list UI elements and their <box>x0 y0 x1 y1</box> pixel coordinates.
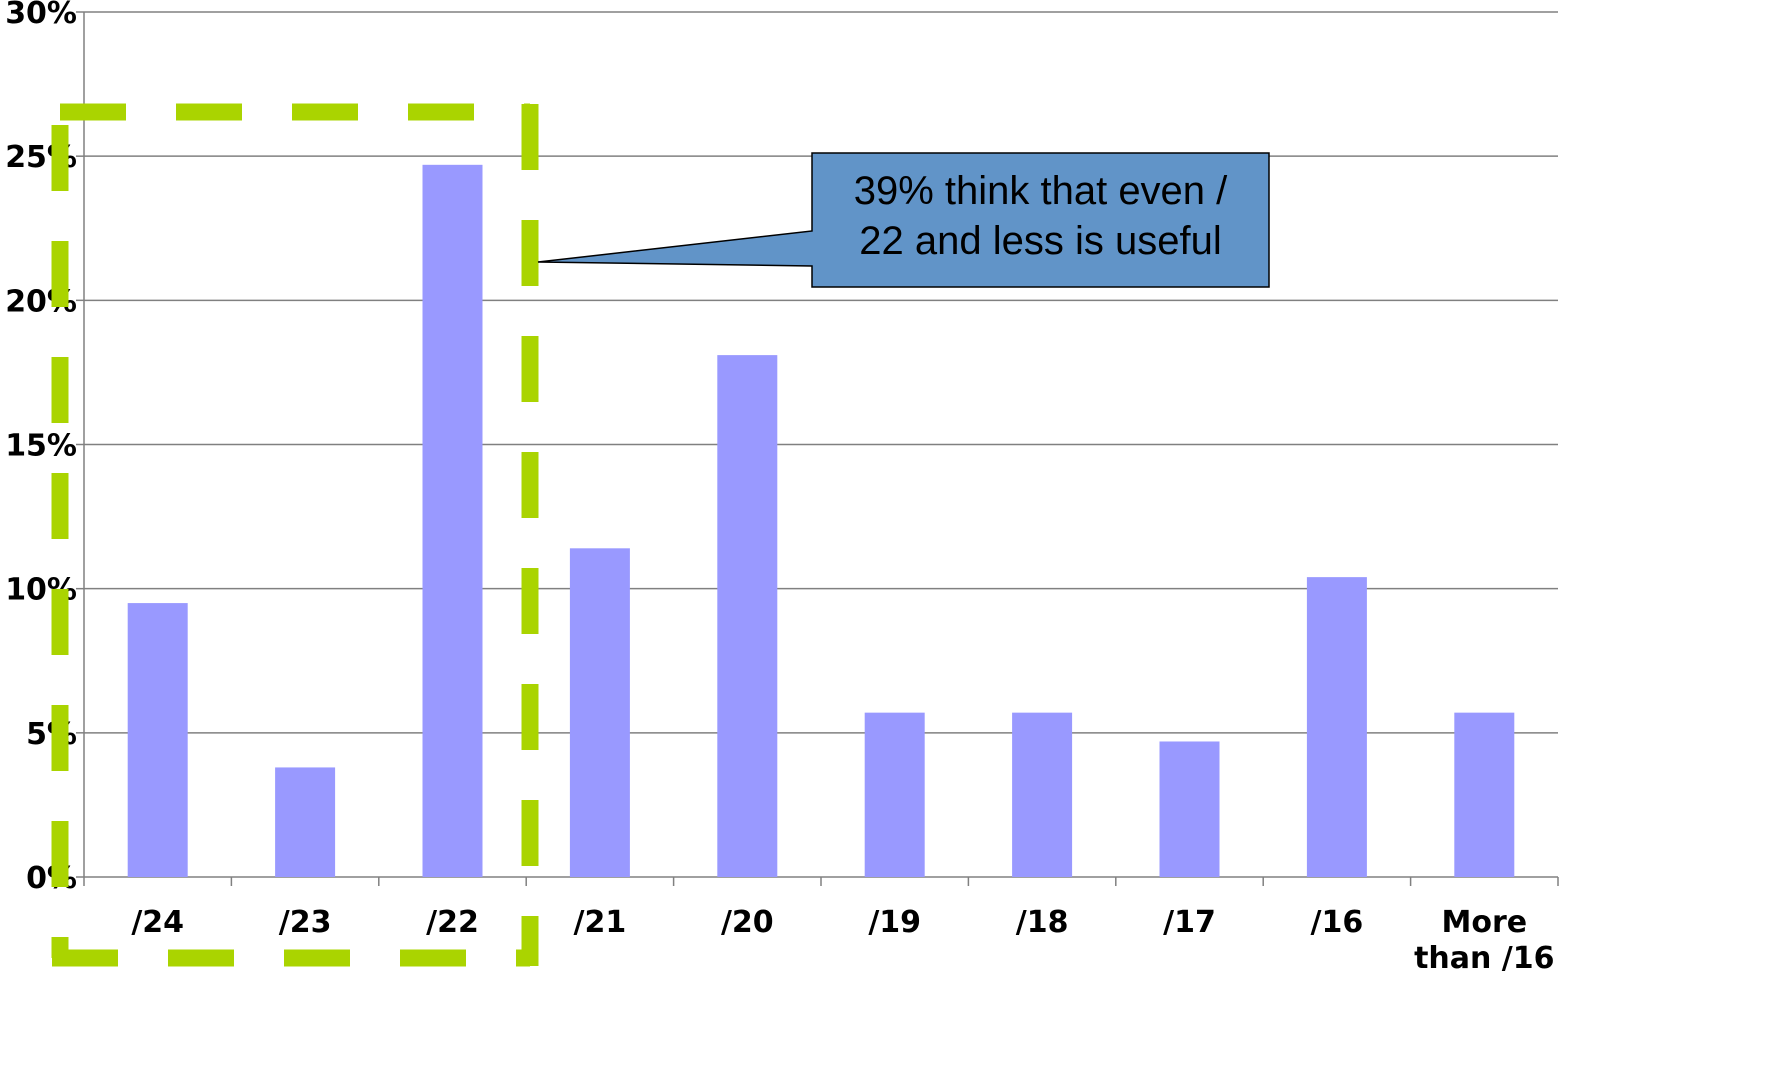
callout-box <box>537 152 1270 288</box>
bar-23 <box>275 767 336 877</box>
callout-text-line-1: 39% think that even / <box>854 169 1228 213</box>
x-tick-label: /18 <box>1016 905 1069 940</box>
bar-17 <box>1159 741 1220 877</box>
x-tick-label: /22 <box>426 905 479 940</box>
highlight-dashed-box <box>51 103 539 967</box>
bars <box>127 164 1515 878</box>
bar-18 <box>1012 712 1073 877</box>
x-tick-label: /19 <box>868 905 921 940</box>
y-tick-label: 15% <box>5 429 77 464</box>
bar-16 <box>1306 577 1367 877</box>
callout-text-line-2: 22 and less is useful <box>859 219 1221 263</box>
x-tick-label: /23 <box>279 905 332 940</box>
bar-22 <box>422 164 483 878</box>
bar-21 <box>569 548 630 877</box>
bar-more-than-16 <box>1454 712 1515 877</box>
callout: 39% think that even / 22 and less is use… <box>537 152 1270 288</box>
x-tick-label: /24 <box>131 905 184 940</box>
x-tick-label: /16 <box>1311 905 1364 940</box>
y-tick-label: 30% <box>5 0 77 31</box>
x-tick-label: /21 <box>574 905 627 940</box>
bar-24 <box>127 603 188 877</box>
bar-19 <box>864 712 925 877</box>
x-tick-label: /20 <box>721 905 774 940</box>
x-tick-labels: /24/23/22/21/20/19/18/17/16 More than /16 <box>131 905 1554 976</box>
x-tick-label: More than /16 <box>1414 905 1554 976</box>
bar-20 <box>717 355 778 877</box>
x-tick-label: /17 <box>1163 905 1216 940</box>
